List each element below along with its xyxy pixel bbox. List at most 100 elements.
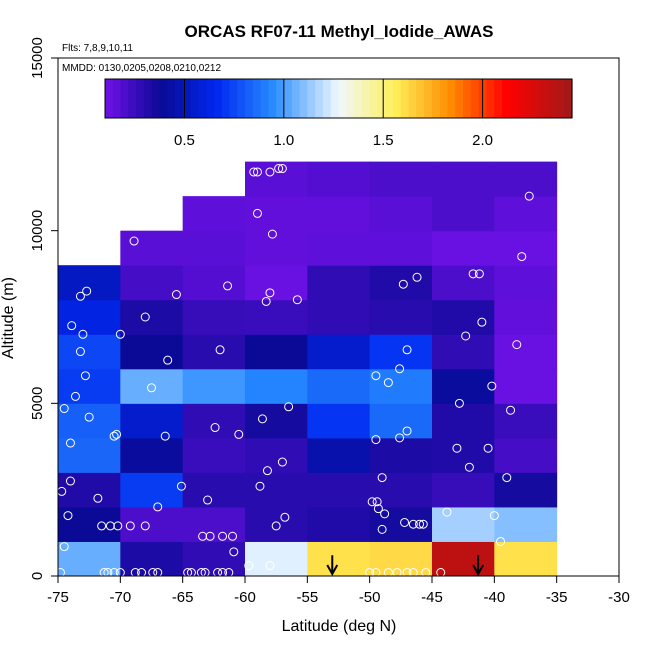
heatmap-cell xyxy=(58,299,121,335)
x-tick-label: -45 xyxy=(421,589,443,606)
sample-point xyxy=(252,208,262,218)
colorbar-segment xyxy=(299,79,308,118)
sample-point xyxy=(373,504,383,514)
sample-point xyxy=(524,191,534,201)
sample-point xyxy=(65,438,75,448)
colorbar-segment xyxy=(252,79,262,118)
heatmap-cell xyxy=(307,472,371,508)
colorbar-segment xyxy=(455,79,464,118)
colorbar-segment xyxy=(385,79,394,118)
sample-point xyxy=(93,493,103,503)
colorbar-segment xyxy=(377,79,386,118)
sample-point xyxy=(280,512,290,522)
heatmap-cell xyxy=(494,230,558,266)
sample-point xyxy=(265,167,275,177)
colorbar-segment xyxy=(190,79,199,118)
sample-point xyxy=(265,561,275,571)
heatmap-cell xyxy=(432,196,495,232)
heatmap-cell xyxy=(120,368,184,404)
sample-point xyxy=(130,568,140,578)
colorbar-segment xyxy=(198,79,207,118)
sample-point xyxy=(418,519,428,529)
sample-point xyxy=(223,281,233,291)
heatmap-cell xyxy=(307,334,371,370)
colorbar-tick-label: 0.5 xyxy=(174,132,195,149)
sample-point xyxy=(512,340,522,350)
sample-point xyxy=(210,423,220,433)
sample-point xyxy=(377,473,387,483)
sample-point xyxy=(489,511,499,521)
dates-note: MMDD: 0130,0205,0208,0210,0212 xyxy=(62,63,221,74)
sample-point xyxy=(367,497,377,507)
heatmap-cell xyxy=(120,541,184,577)
colorbar-segment xyxy=(447,79,456,118)
sample-point xyxy=(392,568,402,578)
x-tick-label: -65 xyxy=(172,589,194,606)
sample-point xyxy=(140,521,150,531)
sample-point xyxy=(63,511,73,521)
heatmap-cell xyxy=(307,161,371,197)
sample-point xyxy=(234,429,244,439)
colorbar-tick-label: 2.0 xyxy=(472,132,493,149)
sample-point xyxy=(213,568,223,578)
heatmap-cell xyxy=(120,403,184,439)
colorbar-segment xyxy=(260,79,270,118)
heatmap-cell xyxy=(494,299,558,335)
colorbar-segment xyxy=(517,79,526,118)
colorbar-segment xyxy=(268,79,277,118)
sample-point xyxy=(140,312,150,322)
colorbar-segment xyxy=(307,79,316,118)
sample-point xyxy=(115,329,125,339)
colorbar-segment xyxy=(354,79,363,118)
colorbar-segment xyxy=(548,79,558,118)
heatmap-cell xyxy=(307,368,371,404)
sample-point xyxy=(186,568,196,578)
sample-point xyxy=(109,568,119,578)
heatmap-cell xyxy=(182,368,246,404)
heatmap-cell xyxy=(245,230,308,266)
sample-point xyxy=(84,412,94,422)
sample-point xyxy=(477,317,487,327)
sample-point xyxy=(383,378,393,388)
arrow-head xyxy=(472,564,485,577)
heatmap-cell xyxy=(58,437,121,473)
sample-point xyxy=(398,279,408,289)
sample-point xyxy=(196,568,206,578)
colorbar-segment xyxy=(120,79,129,118)
heatmap-cell xyxy=(369,472,433,508)
sample-point xyxy=(383,568,393,578)
colorbar-segment xyxy=(159,79,168,118)
colorbar-segment xyxy=(221,79,231,118)
heatmap-cell xyxy=(494,541,558,577)
colorbar: 0.5 1.0 1.5 2.0 xyxy=(104,78,573,149)
sample-point xyxy=(395,364,405,374)
sample-point xyxy=(408,568,418,578)
sample-point xyxy=(402,568,412,578)
sample-point xyxy=(267,229,277,239)
heatmap-cell xyxy=(432,437,495,473)
heatmap-cell xyxy=(120,472,184,508)
sample-point xyxy=(59,542,69,552)
heatmap-cell xyxy=(120,437,184,473)
colorbar-segment xyxy=(501,79,511,118)
colorbar-segment xyxy=(213,79,223,118)
heatmap-cell xyxy=(432,368,495,404)
sample-point xyxy=(442,507,452,517)
sample-point xyxy=(218,568,228,578)
colorbar-segment xyxy=(346,79,355,118)
heatmap-cell xyxy=(182,230,246,266)
sample-point xyxy=(517,252,527,262)
sample-point xyxy=(105,521,115,531)
colorbar-segment xyxy=(167,79,176,118)
sample-point xyxy=(203,495,213,505)
sample-point xyxy=(408,519,418,529)
sample-point xyxy=(218,531,228,541)
sample-point xyxy=(129,236,139,246)
sample-point xyxy=(229,547,239,557)
sample-point xyxy=(377,524,387,534)
x-tick-label: -35 xyxy=(546,589,568,606)
sample-point xyxy=(468,269,478,279)
colorbar-segment xyxy=(276,79,285,118)
heatmap-cell xyxy=(494,437,558,473)
